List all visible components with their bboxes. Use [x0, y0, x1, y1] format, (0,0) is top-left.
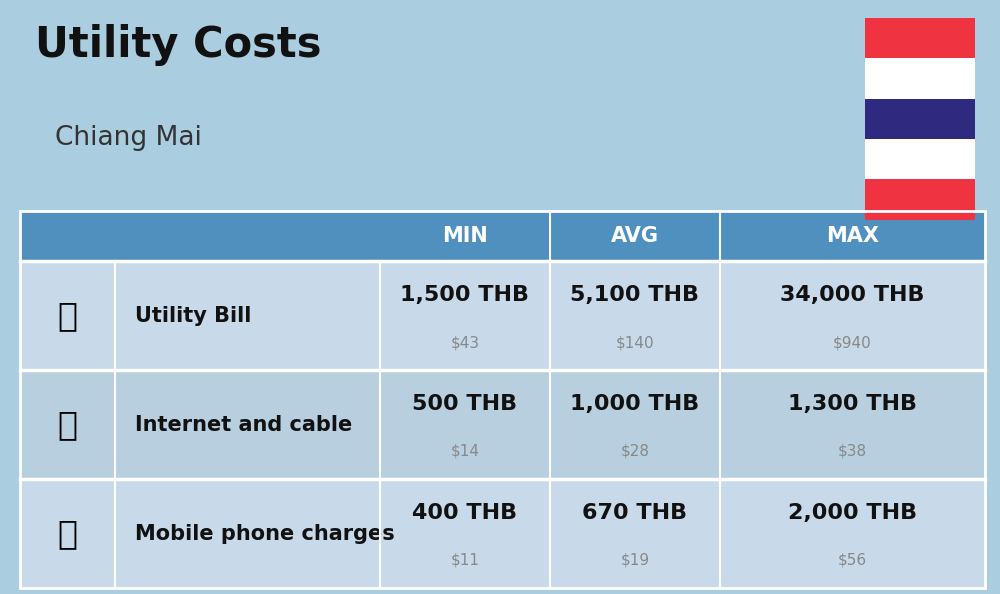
Text: Chiang Mai: Chiang Mai: [55, 125, 202, 151]
Text: $140: $140: [616, 335, 654, 350]
Text: Utility Costs: Utility Costs: [35, 24, 322, 66]
Text: $43: $43: [450, 335, 480, 350]
Text: $14: $14: [450, 444, 480, 459]
FancyBboxPatch shape: [865, 18, 975, 58]
Text: $38: $38: [838, 444, 867, 459]
FancyBboxPatch shape: [20, 211, 985, 261]
Text: 500 THB: 500 THB: [412, 394, 518, 414]
Text: 🔌: 🔌: [58, 299, 78, 332]
Text: Internet and cable: Internet and cable: [135, 415, 352, 435]
Text: 5,100 THB: 5,100 THB: [570, 285, 700, 305]
FancyBboxPatch shape: [20, 370, 985, 479]
Text: $56: $56: [838, 553, 867, 568]
FancyBboxPatch shape: [20, 479, 985, 588]
Text: AVG: AVG: [611, 226, 659, 246]
Text: 34,000 THB: 34,000 THB: [780, 285, 925, 305]
Text: $940: $940: [833, 335, 872, 350]
Text: $28: $28: [620, 444, 650, 459]
Text: $19: $19: [620, 553, 650, 568]
Text: 2,000 THB: 2,000 THB: [788, 503, 917, 523]
Text: Mobile phone charges: Mobile phone charges: [135, 523, 395, 544]
Text: 1,300 THB: 1,300 THB: [788, 394, 917, 414]
Text: 400 THB: 400 THB: [412, 503, 518, 523]
FancyBboxPatch shape: [865, 139, 975, 179]
Text: 📡: 📡: [58, 408, 78, 441]
Text: MAX: MAX: [826, 226, 879, 246]
Text: $11: $11: [450, 553, 480, 568]
Text: 1,500 THB: 1,500 THB: [400, 285, 530, 305]
Text: Utility Bill: Utility Bill: [135, 306, 251, 326]
FancyBboxPatch shape: [20, 261, 985, 370]
Text: 1,000 THB: 1,000 THB: [570, 394, 700, 414]
FancyBboxPatch shape: [865, 179, 975, 220]
FancyBboxPatch shape: [865, 58, 975, 99]
FancyBboxPatch shape: [865, 99, 975, 139]
Text: 📱: 📱: [58, 517, 78, 550]
Text: 670 THB: 670 THB: [582, 503, 688, 523]
Text: MIN: MIN: [442, 226, 488, 246]
